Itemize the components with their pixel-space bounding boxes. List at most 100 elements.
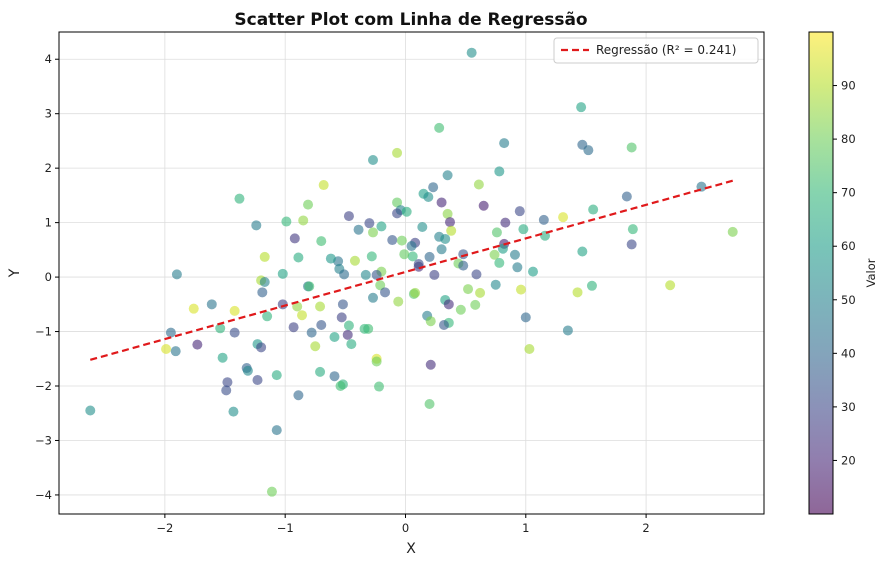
- scatter-point: [85, 405, 96, 416]
- colorbar-gradient: [809, 32, 833, 514]
- scatter-point: [425, 316, 436, 327]
- scatter-point: [458, 249, 469, 260]
- scatter-point: [524, 343, 535, 354]
- scatter-point: [171, 269, 182, 280]
- scatter-point: [470, 299, 481, 310]
- scatter-point: [251, 220, 262, 231]
- scatter-point: [228, 406, 239, 417]
- scatter-point: [621, 191, 632, 202]
- scatter-point: [371, 269, 382, 280]
- scatter-point: [339, 269, 350, 280]
- scatter-point: [512, 262, 523, 273]
- scatter-point: [215, 323, 226, 334]
- y-tick-label: −1: [35, 325, 52, 339]
- scatter-point: [518, 224, 529, 235]
- scatter-point: [229, 305, 240, 316]
- y-tick-label: 4: [45, 52, 52, 66]
- scatter-point: [406, 241, 417, 252]
- scatter-point: [304, 281, 315, 292]
- scatter-point: [271, 370, 282, 381]
- scatter-point: [475, 287, 486, 298]
- scatter-point: [368, 292, 379, 303]
- scatter-point: [315, 301, 326, 312]
- scatter-point: [206, 299, 217, 310]
- scatter-point: [316, 320, 327, 331]
- scatter-point: [376, 221, 387, 232]
- colorbar-tick-label: 50: [841, 293, 856, 307]
- scatter-point: [368, 227, 379, 238]
- scatter-point: [572, 287, 583, 298]
- colorbar-label: Valor: [864, 258, 878, 287]
- scatter-point: [489, 249, 500, 260]
- scatter-point: [509, 249, 520, 260]
- scatter-point: [271, 425, 282, 436]
- colorbar-tick-label: 90: [841, 79, 856, 93]
- colorbar: 20 30 40 50 60 70 80 90 Valor: [808, 31, 878, 515]
- colorbar-tick-label: 40: [841, 346, 856, 360]
- scatter-point: [161, 343, 172, 354]
- scatter-point: [374, 381, 385, 392]
- x-tick-label: −1: [277, 521, 294, 535]
- scatter-point: [399, 249, 410, 260]
- scatter-point: [387, 235, 398, 246]
- scatter-point: [588, 204, 599, 215]
- scatter-point: [293, 252, 304, 263]
- scatter-point: [424, 251, 435, 262]
- scatter-point: [436, 244, 447, 255]
- y-tick-label: 0: [45, 270, 52, 284]
- scatter-point: [586, 280, 597, 291]
- colorbar-frame: [808, 31, 834, 515]
- scatter-point: [315, 366, 326, 377]
- scatter-point: [491, 227, 502, 238]
- scatter-point: [343, 211, 354, 222]
- scatter-point: [626, 142, 637, 153]
- x-tick-label: 1: [522, 521, 529, 535]
- scatter-point: [424, 398, 435, 409]
- scatter-point: [401, 206, 412, 217]
- scatter-point: [360, 269, 371, 280]
- scatter-point: [442, 208, 453, 219]
- scatter-point: [289, 233, 300, 244]
- scatter-point: [436, 197, 447, 208]
- scatter-point: [500, 217, 511, 228]
- x-tick-label: −2: [156, 521, 173, 535]
- scatter-point: [297, 310, 308, 321]
- y-tick-label: −4: [35, 488, 52, 502]
- scatter-point: [217, 352, 228, 363]
- scatter-point: [423, 192, 434, 203]
- scatter-point: [222, 377, 233, 388]
- scatter-point: [259, 276, 270, 287]
- scatter-point: [329, 371, 340, 382]
- scatter-point: [514, 206, 525, 217]
- scatter-point: [375, 280, 386, 291]
- scatter-point: [417, 221, 428, 232]
- scatter-point: [229, 327, 240, 338]
- scatter-point: [392, 147, 403, 158]
- scatter-point: [446, 225, 457, 236]
- scatter-point: [259, 251, 270, 262]
- y-axis-label: Y: [7, 268, 23, 278]
- scatter-point: [494, 257, 505, 268]
- scatter-point: [336, 312, 347, 323]
- scatter-point: [520, 312, 531, 323]
- scatter-point: [371, 356, 382, 367]
- scatter-point: [337, 299, 348, 310]
- colorbar-tick-label: 20: [841, 453, 856, 467]
- scatter-point: [473, 179, 484, 190]
- grid: [59, 32, 764, 514]
- scatter-point: [407, 251, 418, 262]
- scatter-point: [165, 327, 176, 338]
- scatter-point: [562, 325, 573, 336]
- scatter-point: [425, 359, 436, 370]
- y-tick-label: 3: [45, 107, 52, 121]
- scatter-point: [242, 365, 253, 376]
- scatter-point: [490, 279, 501, 290]
- scatter-point: [727, 226, 738, 237]
- scatter-point: [298, 215, 309, 226]
- scatter-point: [443, 299, 454, 310]
- x-tick-label: 2: [642, 521, 649, 535]
- scatter-point: [256, 342, 267, 353]
- scatter-point: [627, 224, 638, 235]
- scatter-point: [466, 47, 477, 58]
- scatter-point: [170, 346, 181, 357]
